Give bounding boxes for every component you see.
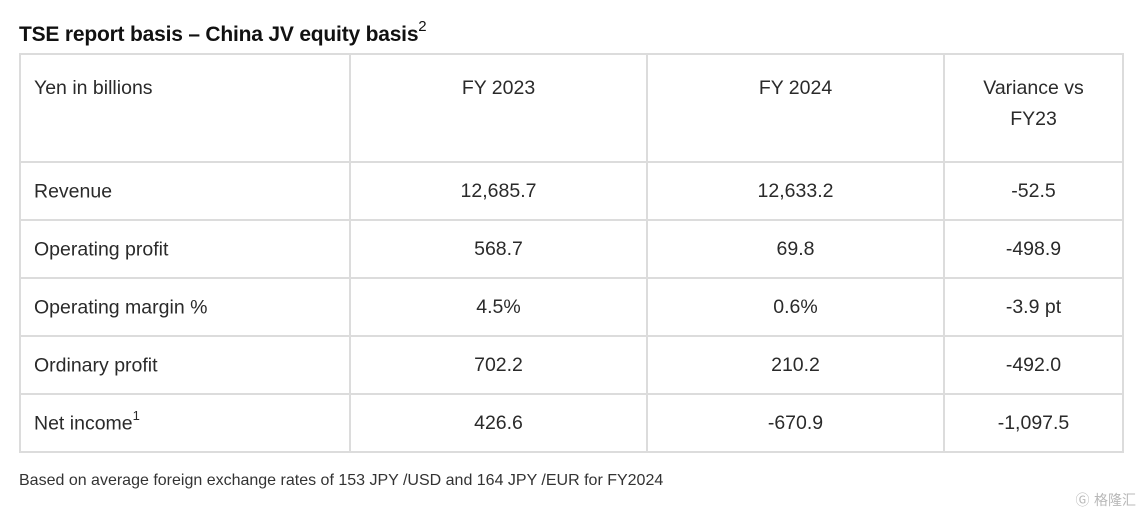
cell-variance: -1,097.5 xyxy=(943,393,1124,453)
cell-fy2023: 12,685.7 xyxy=(349,161,648,221)
row-label: Operating profit xyxy=(19,219,351,279)
table-row: Net income1 426.6 -670.9 -1,097.5 xyxy=(19,393,1124,453)
header-cell-units: Yen in billions xyxy=(19,53,351,163)
row-label-text: Revenue xyxy=(34,180,113,203)
cell-fy2024: 0.6% xyxy=(646,277,945,337)
header-cell-variance: Variance vs FY23 xyxy=(943,53,1124,163)
row-label: Net income1 xyxy=(19,393,351,453)
cell-variance: -492.0 xyxy=(943,335,1124,395)
header-cell-fy2023: FY 2023 xyxy=(349,53,648,163)
row-label-text: Ordinary profit xyxy=(34,354,158,377)
footnote: Based on average foreign exchange rates … xyxy=(19,472,664,489)
row-label: Operating margin % xyxy=(19,277,351,337)
row-label: Revenue xyxy=(19,161,351,221)
title-text: TSE report basis – China JV equity basis xyxy=(19,23,419,46)
row-label-text: Net income xyxy=(34,412,133,435)
row-label-text: Operating profit xyxy=(34,238,169,261)
table-row: Operating profit 568.7 69.8 -498.9 xyxy=(19,219,1124,279)
cell-fy2023: 426.6 xyxy=(349,393,648,453)
table-row: Revenue 12,685.7 12,633.2 -52.5 xyxy=(19,161,1124,221)
row-label: Ordinary profit xyxy=(19,335,351,395)
cell-variance: -3.9 pt xyxy=(943,277,1124,337)
table-row: Ordinary profit 702.2 210.2 -492.0 xyxy=(19,335,1124,395)
table-header-row: Yen in billions FY 2023 FY 2024 Variance… xyxy=(19,53,1124,163)
page-title: TSE report basis – China JV equity basis… xyxy=(19,18,427,47)
watermark-text: 格隆汇 xyxy=(1094,493,1136,509)
cell-fy2024: 69.8 xyxy=(646,219,945,279)
cell-fy2023: 4.5% xyxy=(349,277,648,337)
table-row: Operating margin % 4.5% 0.6% -3.9 pt xyxy=(19,277,1124,337)
cell-fy2024: 12,633.2 xyxy=(646,161,945,221)
cell-fy2024: 210.2 xyxy=(646,335,945,395)
watermark: Ⓖ 格隆汇 xyxy=(1076,490,1136,510)
cell-fy2023: 702.2 xyxy=(349,335,648,395)
results-table: Yen in billions FY 2023 FY 2024 Variance… xyxy=(19,53,1124,453)
title-superscript: 2 xyxy=(418,18,427,35)
watermark-logo-icon: Ⓖ xyxy=(1075,493,1090,509)
row-label-sup: 1 xyxy=(132,408,140,424)
cell-fy2023: 568.7 xyxy=(349,219,648,279)
row-label-text: Operating margin % xyxy=(34,296,208,319)
cell-variance: -498.9 xyxy=(943,219,1124,279)
cell-fy2024: -670.9 xyxy=(646,393,945,453)
cell-variance: -52.5 xyxy=(943,161,1124,221)
header-cell-fy2024: FY 2024 xyxy=(646,53,945,163)
